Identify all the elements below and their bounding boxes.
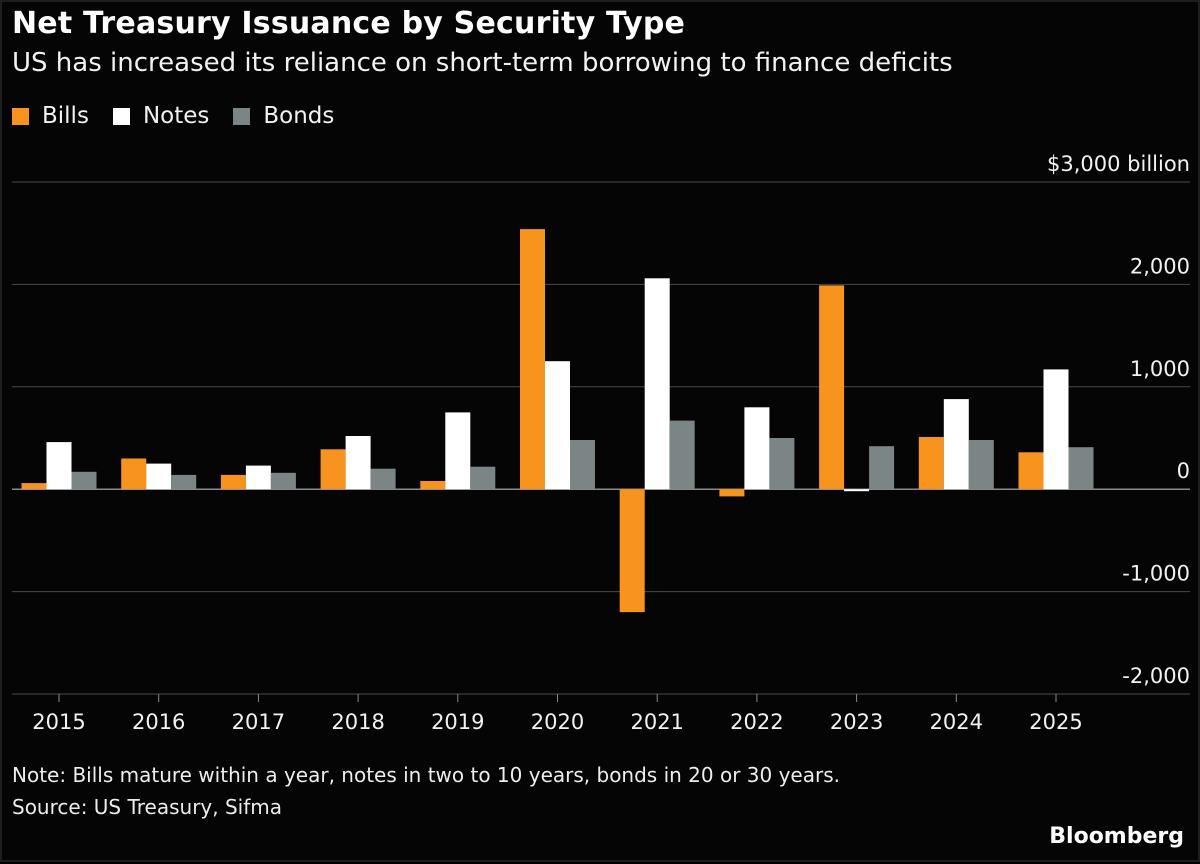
footnote: Note: Bills mature within a year, notes … [12,763,840,787]
legend-item-notes: Notes [112,103,210,129]
x-tick-label: 2021 [630,710,683,734]
y-tick-label: -2,000 [1122,664,1190,688]
bar-notes-2015 [46,442,72,490]
x-tick-label: 2025 [1029,710,1082,734]
bar-bills-2016 [121,458,147,490]
bar-bonds-2022 [769,438,795,490]
bar-bills-2019 [420,481,446,490]
bar-notes-2022 [744,407,770,490]
legend-swatch-notes [112,107,130,125]
x-axis-tick-labels: 2015 2016 2017 2018 2019 2020 2021 2022 2023 2024… [32,694,1083,734]
bar-bonds-2017 [270,472,296,490]
x-tick-label: 2022 [730,710,783,734]
bar-notes-2024 [943,399,969,490]
y-axis-tick-labels: $3,000 billion 2,000 1,000 0 -1,000 -2,000 [1047,152,1190,688]
bar-notes-2016 [146,463,172,490]
bloomberg-logo: Bloomberg [1049,824,1184,849]
bar-bills-2023 [819,285,845,490]
bar-bills-2025 [1018,452,1044,490]
legend: Bills Notes Bonds [12,103,358,129]
bar-bills-2018 [320,449,346,490]
bar-notes-2021 [644,278,670,490]
legend-label-bills: Bills [42,103,89,129]
x-tick-label: 2018 [331,710,384,734]
chart-title: Net Treasury Issuance by Security Type [12,6,686,41]
bar-bonds-2019 [470,466,496,490]
bar-notes-2017 [245,465,271,490]
bar-bonds-2018 [370,468,396,490]
bar-bonds-2023 [869,446,895,490]
bars [21,229,1094,613]
chart-subtitle: US has increased its reliance on short-t… [12,48,953,78]
x-tick-label: 2015 [32,710,85,734]
bar-notes-2020 [545,361,570,490]
x-tick-label: 2017 [232,710,285,734]
bar-bills-2022 [719,489,745,497]
y-tick-label: 1,000 [1130,357,1190,381]
legend-label-bonds: Bonds [263,103,335,129]
bar-notes-2019 [445,412,471,490]
x-tick-label: 2016 [132,710,185,734]
bar-notes-2023 [844,489,870,492]
x-tick-label: 2020 [531,710,584,734]
x-tick-label: 2024 [930,710,983,734]
bar-bonds-2015 [71,471,97,490]
y-tick-label: $3,000 billion [1047,152,1190,176]
bar-bonds-2024 [968,440,994,490]
bar-notes-2025 [1043,369,1069,490]
legend-label-notes: Notes [142,103,210,129]
source-note: Source: US Treasury, Sifma [12,795,282,819]
bar-bonds-2016 [171,474,197,490]
legend-swatch-bills [12,107,29,125]
x-tick-label: 2023 [830,710,883,734]
legend-item-bonds: Bonds [233,103,334,129]
bar-bills-2017 [220,474,246,490]
bar-bonds-2025 [1068,447,1094,490]
bar-bills-2021 [619,489,645,613]
y-tick-label: -1,000 [1122,562,1190,586]
gridlines [12,181,1190,695]
bar-notes-2018 [345,436,371,490]
bar-bills-2020 [520,229,545,490]
bar-bonds-2020 [570,440,595,490]
x-tick-label: 2019 [431,710,484,734]
y-tick-label: 0 [1177,459,1190,483]
legend-swatch-bonds [233,107,251,125]
bar-bonds-2021 [669,420,695,490]
legend-item-bills: Bills [12,103,89,129]
y-tick-label: 2,000 [1130,254,1190,278]
bar-bills-2015 [21,483,47,490]
bar-bills-2024 [918,437,944,490]
